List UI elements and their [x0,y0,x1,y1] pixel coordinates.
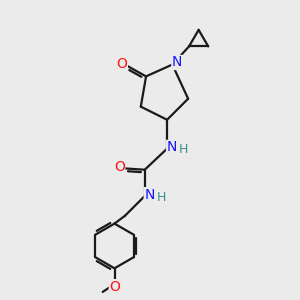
Text: N: N [144,188,155,202]
Text: H: H [179,143,188,157]
Text: N: N [172,56,182,70]
Text: O: O [114,160,125,174]
Text: O: O [109,280,120,294]
Text: N: N [167,140,177,154]
Text: H: H [156,191,166,204]
Text: O: O [116,56,127,70]
